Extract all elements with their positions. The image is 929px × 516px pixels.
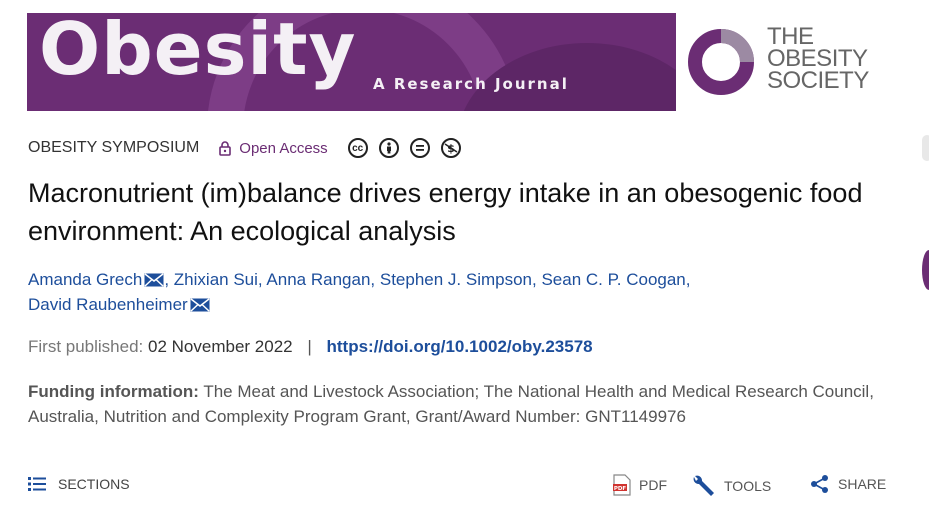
doi-link[interactable]: https://doi.org/10.1002/oby.23578 <box>326 337 593 356</box>
society-name: THE OBESITY SOCIETY <box>767 23 869 94</box>
pdf-button[interactable]: PDF PDF <box>613 474 667 496</box>
funding-label: Funding information: <box>28 382 199 401</box>
society-line: SOCIETY <box>767 67 869 94</box>
section-label[interactable]: OBESITY SYMPOSIUM <box>28 139 200 156</box>
side-tab[interactable] <box>922 250 929 290</box>
author-link[interactable]: Sean C. P. Coogan <box>541 270 686 289</box>
wrench-icon <box>693 475 714 496</box>
society-line: THE <box>767 23 814 50</box>
share-icon <box>811 475 828 493</box>
email-icon[interactable] <box>144 273 164 287</box>
published-date: 02 November 2022 <box>148 337 293 356</box>
society-ring-icon <box>688 29 754 95</box>
cc-icon: cc <box>347 138 368 158</box>
publication-info: First published: 02 November 2022 | http… <box>28 337 593 357</box>
article-meta-row: OBESITY SYMPOSIUM Open Access cc $ <box>28 136 472 160</box>
published-label: First published: <box>28 337 144 356</box>
author-link[interactable]: Anna Rangan <box>266 270 371 289</box>
open-access-label: Open Access <box>239 139 328 157</box>
share-button[interactable]: SHARE <box>810 474 886 494</box>
journal-tagline: A Research Journal <box>373 75 569 93</box>
article-title: Macronutrient (im)balance drives energy … <box>28 178 863 246</box>
tools-button[interactable]: TOOLS <box>690 474 771 498</box>
funding-info: Funding information: The Meat and Livest… <box>28 379 888 429</box>
tools-label: TOOLS <box>724 478 772 494</box>
nd-icon <box>409 138 430 158</box>
pdf-icon: PDF <box>613 474 631 496</box>
svg-text:PDF: PDF <box>614 486 627 492</box>
journal-banner[interactable]: Obesity A Research Journal <box>27 13 676 111</box>
journal-name: Obesity <box>39 13 357 91</box>
separator: | <box>307 337 312 356</box>
society-line: OBESITY <box>767 45 868 72</box>
scrollbar-thumb[interactable] <box>922 135 929 161</box>
list-menu-icon <box>28 477 46 491</box>
author-list: Amanda Grech, Zhixian Sui, Anna Rangan, … <box>28 270 691 314</box>
society-logo[interactable]: THE OBESITY SOCIETY <box>687 23 887 106</box>
nc-icon: $ <box>440 138 461 158</box>
sections-button[interactable]: SECTIONS <box>28 476 130 492</box>
license-icons[interactable]: cc $ <box>347 138 472 158</box>
by-icon <box>378 138 399 158</box>
author-link[interactable]: Zhixian Sui <box>173 270 258 289</box>
open-access-badge[interactable]: Open Access <box>219 139 328 157</box>
author-link[interactable]: David Raubenheimer <box>28 295 188 314</box>
author-link[interactable]: Stephen J. Simpson <box>379 270 533 289</box>
sections-label: SECTIONS <box>58 476 130 492</box>
share-label: SHARE <box>838 476 887 492</box>
funding-text: The Meat and Livestock Association; The … <box>28 382 874 426</box>
pdf-label: PDF <box>639 477 667 493</box>
email-icon[interactable] <box>190 298 210 312</box>
lock-open-icon <box>219 140 232 156</box>
author-link[interactable]: Amanda Grech <box>28 270 143 289</box>
